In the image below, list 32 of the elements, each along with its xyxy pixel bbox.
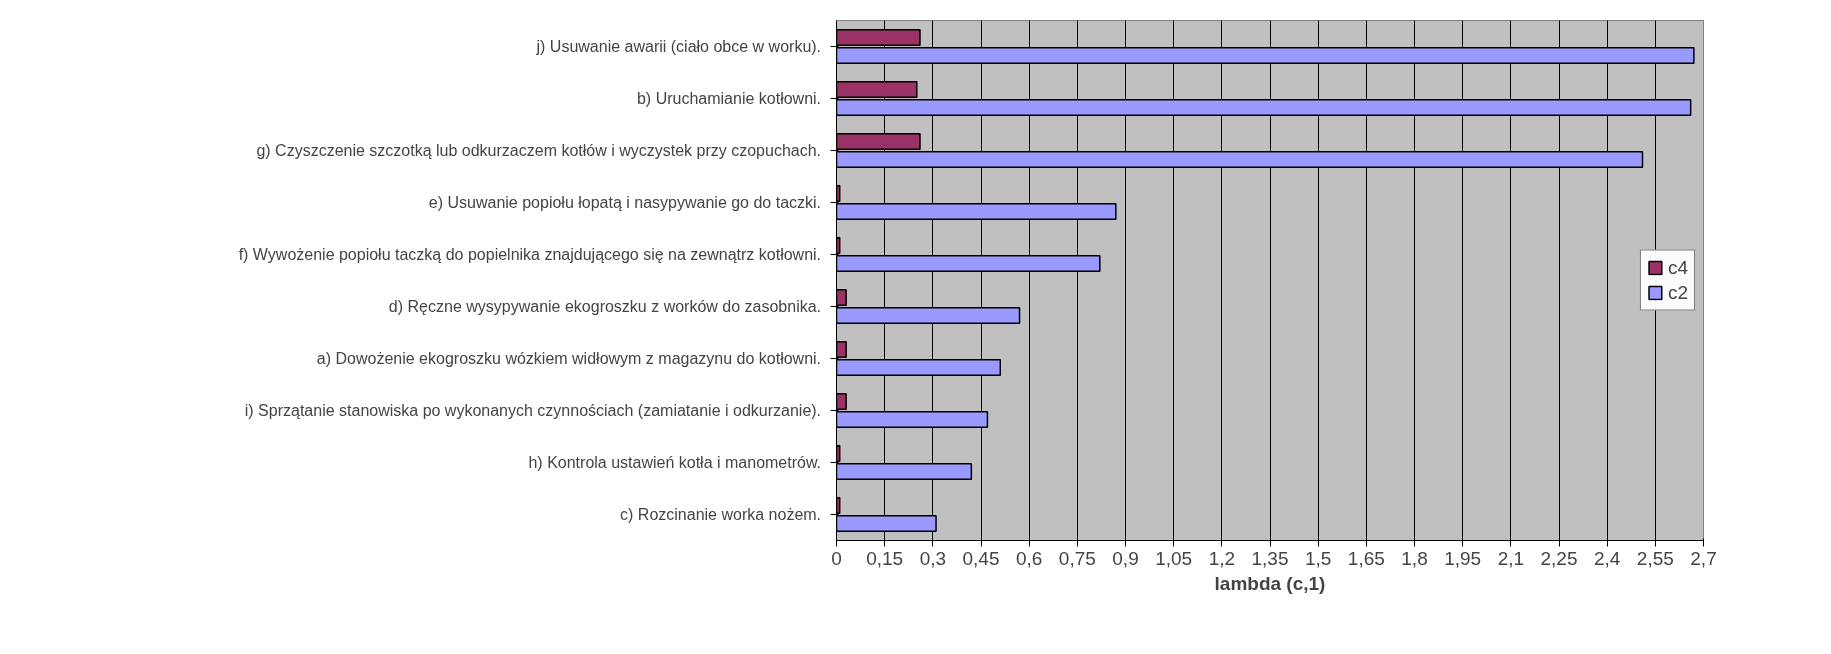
y-tick-label: j) Usuwanie awarii (ciało obce w worku). [535,38,822,55]
y-tick-label: f) Wywożenie popiołu taczką do popielnika znajdującego się na zewnątrz kotłowni. [238,246,822,263]
x-tick-label: 0,9 [1112,547,1139,569]
x-tick-label: 2,7 [1690,547,1717,569]
x-tick-label: 0,75 [1058,547,1096,569]
y-tick-label: b) Uruchamianie kotłowni. [636,90,822,107]
x-tick-label: 1,2 [1208,547,1236,569]
x-tick-label: 2,4 [1593,547,1621,569]
x-axis-title: lambda (c,1) [1214,572,1326,594]
legend-label: c2 [1667,281,1688,304]
x-tick-label: 0 [831,547,842,569]
x-tick-label: 0,3 [919,547,947,569]
y-tick-label: c) Rozcinanie worka nożem. [620,506,822,523]
x-tick-label: 0,45 [962,547,1000,569]
y-tick-label: a) Dowożenie ekogroszku wózkiem widłowym z magazynu do kotłowni. [316,350,822,367]
x-tick-label: 1,05 [1155,547,1193,569]
x-tick-label: 1,8 [1401,547,1428,569]
y-tick-label: d) Ręczne wysypywanie ekogroszku z worków do zasobnika. [388,298,822,315]
x-tick-label: 1,35 [1251,547,1289,569]
x-tick-label: 1,95 [1444,547,1482,569]
y-tick-label: h) Kontrola ustawień kotła i manometrów. [528,454,822,471]
x-tick-label: 1,65 [1347,547,1385,569]
x-tick-label: 0,15 [866,547,904,569]
x-tick-label: 0,6 [1015,547,1043,569]
x-tick-label: 2,25 [1540,547,1578,569]
y-tick-label: e) Usuwanie popiołu łopatą i nasypywanie go do taczki. [428,194,822,211]
x-tick-label: 1,5 [1304,547,1332,569]
x-tick-label: 2,55 [1636,547,1674,569]
legend-label: c4 [1667,256,1688,279]
y-tick-label: g) Czyszczenie szczotką lub odkurzaczem kotłów i wyczystek przy czopuchach. [256,142,822,159]
x-tick-label: 2,1 [1497,547,1525,569]
y-tick-label: i) Sprzątanie stanowiska po wykonanych czynnościach (zamiatanie i odkurzanie). [244,402,822,419]
